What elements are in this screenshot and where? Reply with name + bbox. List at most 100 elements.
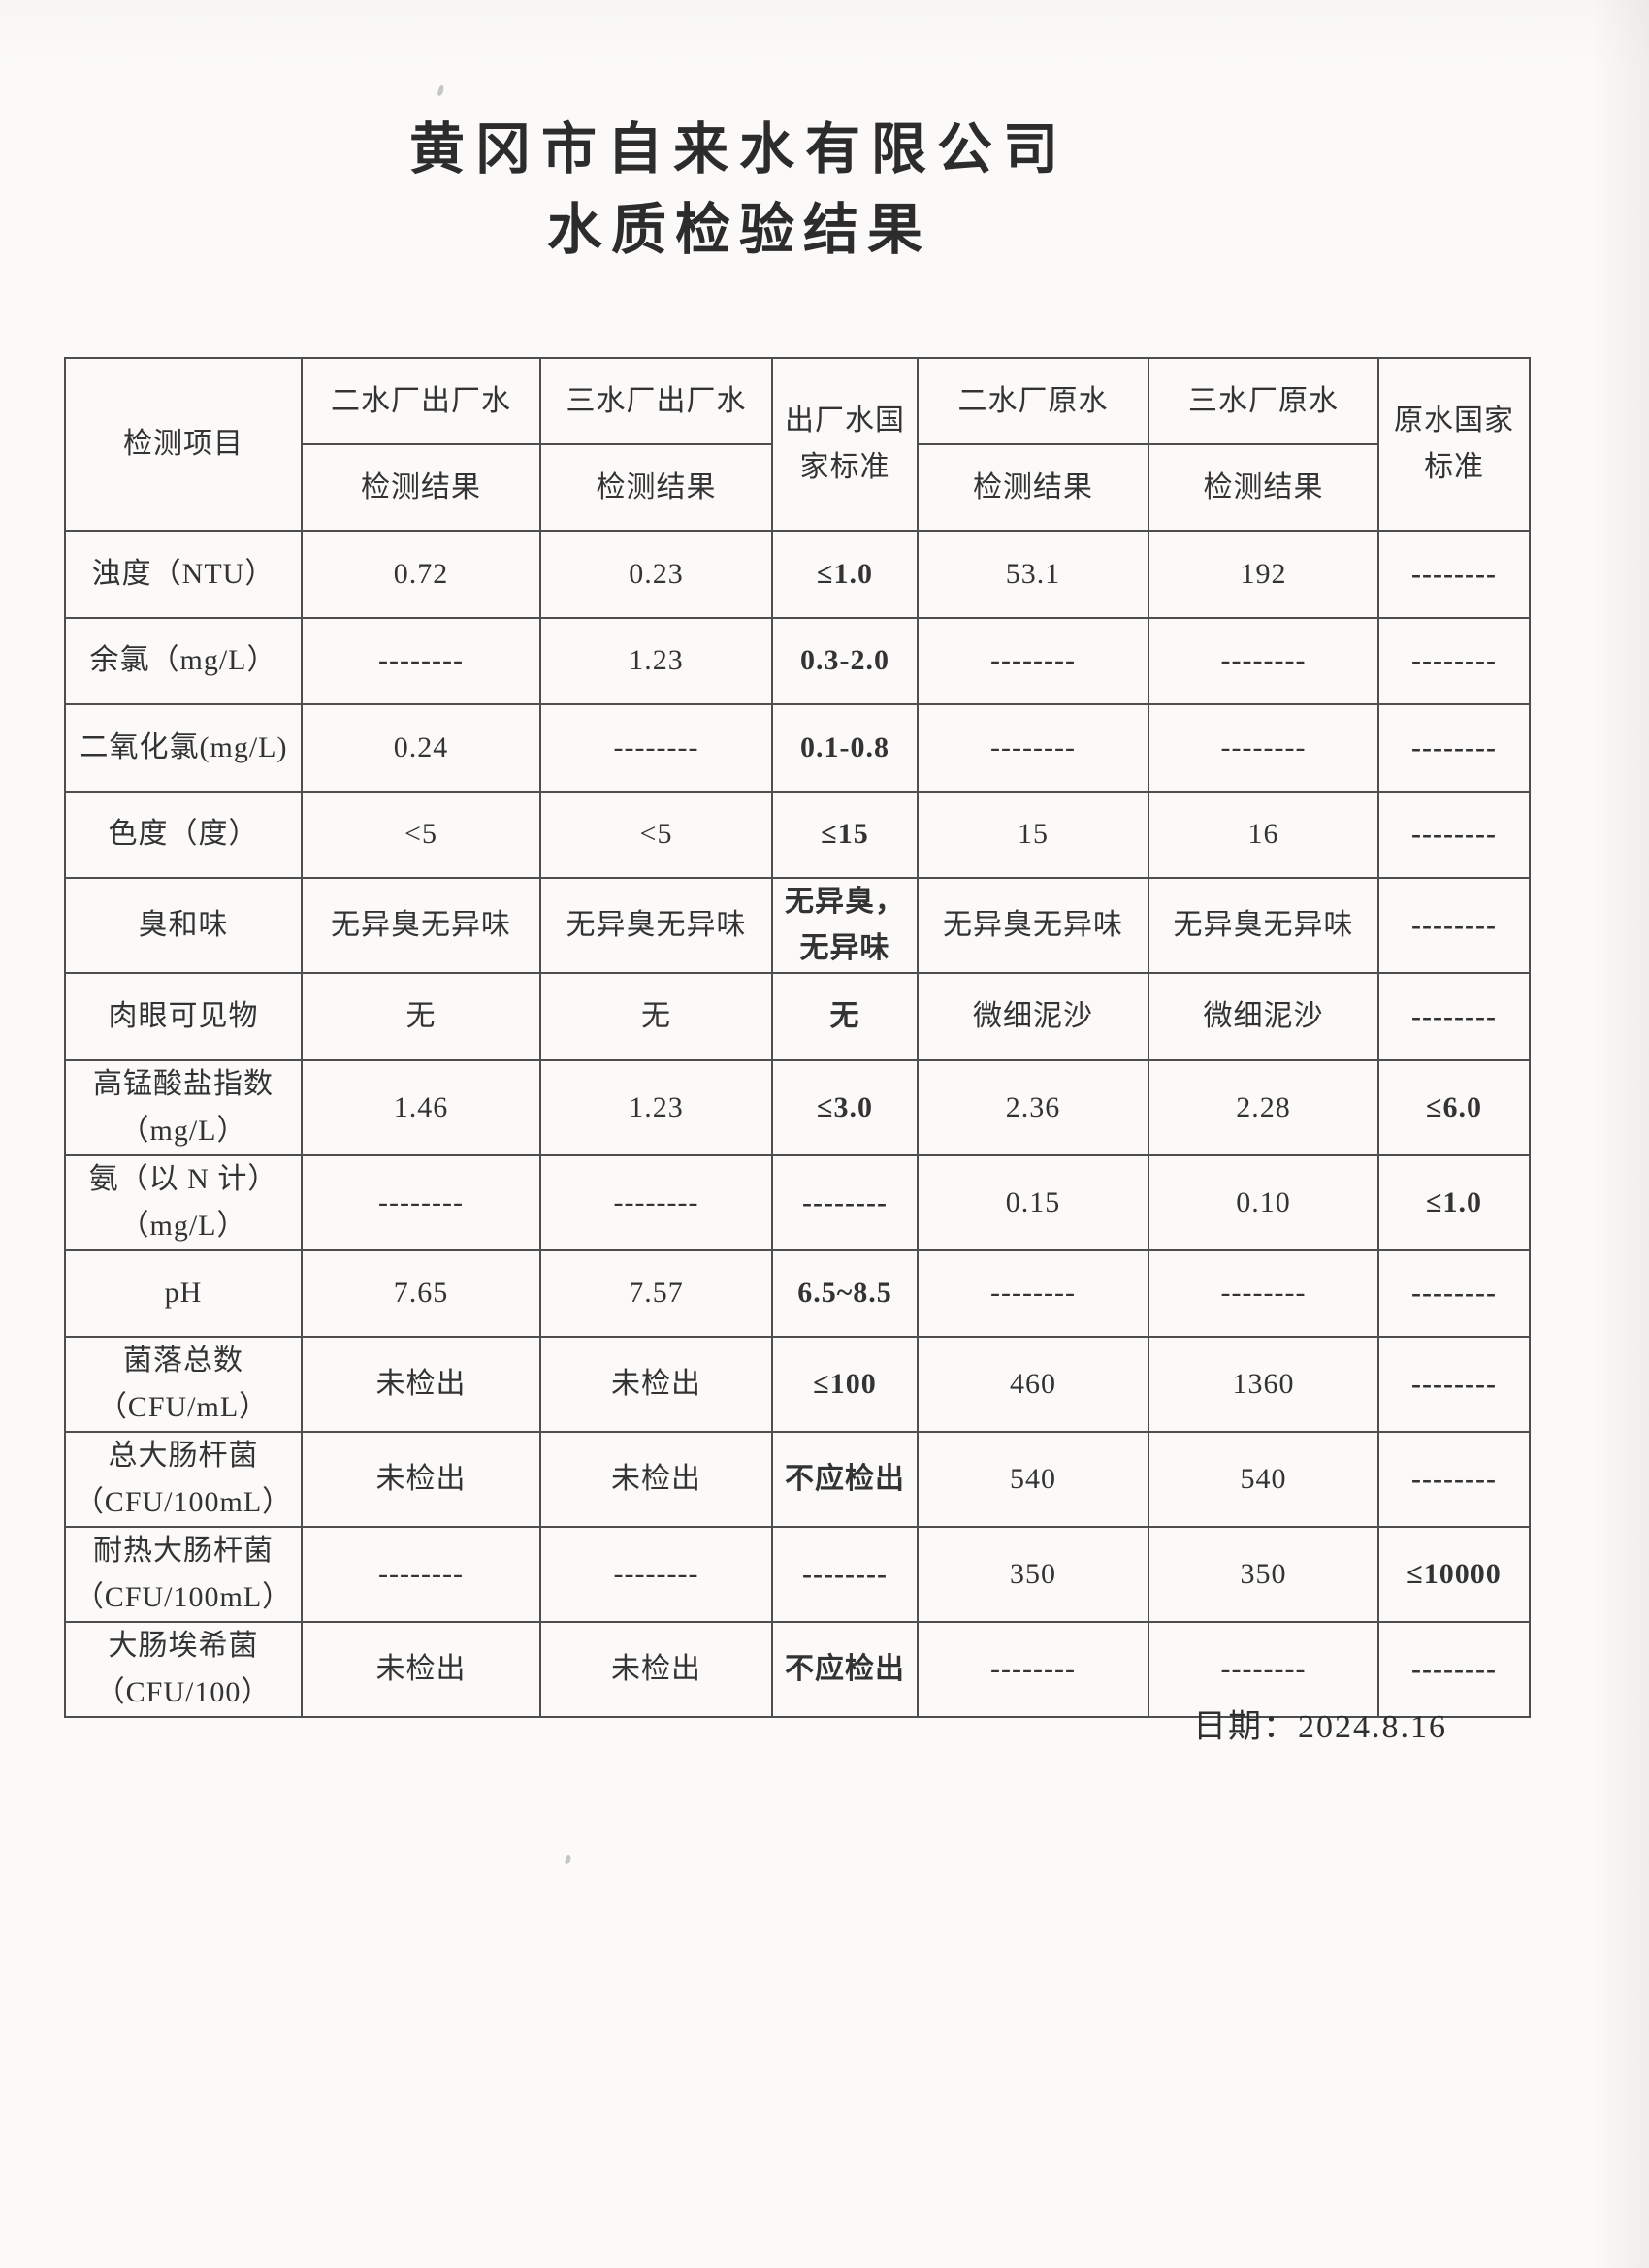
cell-plant2-raw: 2.36 xyxy=(917,1058,1149,1156)
cell-out-standard: 无异臭， 无异味 xyxy=(771,877,919,974)
cell-plant2-raw: 微细泥沙 xyxy=(917,972,1149,1061)
cell-plant3-raw: -------- xyxy=(1148,1621,1379,1718)
report-date: 日期：2024.8.16 xyxy=(1193,1709,1447,1745)
cell-plant2-raw: -------- xyxy=(917,616,1149,705)
cell-plant2-raw: 53.1 xyxy=(917,530,1149,619)
cell-plant2-raw: 460 xyxy=(917,1336,1149,1433)
cell-plant2-raw: 15 xyxy=(917,790,1149,879)
cell-plant3-raw: -------- xyxy=(1148,1248,1379,1338)
cell-plant3-out: 未检出 xyxy=(539,1431,773,1528)
company-title: 黄冈市自来水有限公司 xyxy=(409,118,1069,180)
cell-item: 浊度（NTU） xyxy=(64,530,303,619)
cell-plant3-raw: 16 xyxy=(1148,790,1379,879)
cell-plant3-raw: 192 xyxy=(1148,530,1379,619)
water-quality-results-table: 检测项目 二水厂出厂水 三水厂出厂水 出厂水国家标准 二水厂原水 三水厂原水 原… xyxy=(64,357,1531,1718)
cell-plant2-out: <5 xyxy=(301,790,541,879)
cell-plant3-raw: -------- xyxy=(1148,616,1379,705)
cell-out-standard: -------- xyxy=(771,1526,919,1623)
cell-raw-standard: -------- xyxy=(1377,703,1531,793)
cell-item: 菌落总数 （CFU/mL） xyxy=(64,1336,303,1433)
cell-plant3-out: 未检出 xyxy=(539,1336,773,1433)
document-title-block: 黄冈市自来水有限公司 水质检验结果 xyxy=(0,122,1478,258)
cell-plant2-raw: 350 xyxy=(917,1526,1149,1623)
table-row-turbidity: 浊度（NTU） 0.72 0.23 ≤1.0 53.1 192 -------- xyxy=(64,530,1531,619)
cell-plant3-out: 1.23 xyxy=(539,616,773,705)
cell-plant3-out: 0.23 xyxy=(539,530,773,619)
table-row-e-coli: 大肠埃希菌 （CFU/100） 未检出 未检出 不应检出 -------- --… xyxy=(64,1621,1531,1718)
cell-out-standard: ≤15 xyxy=(771,790,919,879)
cell-plant3-out: 未检出 xyxy=(539,1621,773,1718)
table-row-thermotolerant-coliform: 耐热大肠杆菌 （CFU/100mL） -------- -------- ---… xyxy=(64,1526,1531,1623)
cell-plant3-raw: 540 xyxy=(1148,1431,1379,1528)
cell-plant2-raw: 0.15 xyxy=(917,1153,1149,1251)
header-plant2-finished-water: 二水厂出厂水 xyxy=(301,357,541,445)
table-row-ph: pH 7.65 7.57 6.5~8.5 -------- -------- -… xyxy=(64,1248,1531,1338)
cell-item: 臭和味 xyxy=(64,877,303,974)
header-plant2-out-result: 检测结果 xyxy=(301,443,541,532)
cell-plant3-out: <5 xyxy=(539,790,773,879)
cell-out-standard: 不应检出 xyxy=(771,1431,919,1528)
cell-item: 大肠埃希菌 （CFU/100） xyxy=(64,1621,303,1718)
cell-plant2-out: -------- xyxy=(301,616,541,705)
table-row-color: 色度（度） <5 <5 ≤15 15 16 -------- xyxy=(64,790,1531,879)
cell-raw-standard: -------- xyxy=(1377,790,1531,879)
cell-plant3-out: -------- xyxy=(539,1153,773,1251)
cell-plant2-out: 未检出 xyxy=(301,1336,541,1433)
cell-item: 耐热大肠杆菌 （CFU/100mL） xyxy=(64,1526,303,1623)
table-row-total-coliform: 总大肠杆菌 （CFU/100mL） 未检出 未检出 不应检出 540 540 -… xyxy=(64,1431,1531,1528)
cell-plant2-out: 7.65 xyxy=(301,1248,541,1338)
cell-out-standard: ≤1.0 xyxy=(771,530,919,619)
cell-plant3-raw: -------- xyxy=(1148,703,1379,793)
cell-item: 总大肠杆菌 （CFU/100mL） xyxy=(64,1431,303,1528)
header-row-top: 检测项目 二水厂出厂水 三水厂出厂水 出厂水国家标准 二水厂原水 三水厂原水 原… xyxy=(64,357,1531,532)
cell-plant2-raw: -------- xyxy=(917,1621,1149,1718)
cell-out-standard: ≤100 xyxy=(771,1336,919,1433)
cell-plant2-out: 无 xyxy=(301,972,541,1061)
cell-raw-standard: -------- xyxy=(1377,972,1531,1061)
header-item-column: 检测项目 xyxy=(64,357,303,532)
header-plant3-raw-result: 检测结果 xyxy=(1148,443,1379,532)
cell-plant3-raw: 350 xyxy=(1148,1526,1379,1623)
cell-item: 肉眼可见物 xyxy=(64,972,303,1061)
header-plant3-finished-water: 三水厂出厂水 xyxy=(539,357,773,445)
header-raw-water-national-standard: 原水国家标准 xyxy=(1377,357,1531,532)
cell-plant3-raw: 0.10 xyxy=(1148,1153,1379,1251)
table-row-odor-taste: 臭和味 无异臭无异味 无异臭无异味 无异臭， 无异味 无异臭无异味 无异臭无异味… xyxy=(64,877,1531,974)
cell-out-standard: 6.5~8.5 xyxy=(771,1248,919,1338)
cell-plant2-out: 无异臭无异味 xyxy=(301,877,541,974)
cell-item: pH xyxy=(64,1248,303,1338)
cell-item: 余氯（mg/L） xyxy=(64,616,303,705)
cell-plant3-raw: 2.28 xyxy=(1148,1058,1379,1156)
cell-plant2-out: 未检出 xyxy=(301,1621,541,1718)
cell-out-standard: 无 xyxy=(771,972,919,1061)
cell-plant3-out: 7.57 xyxy=(539,1248,773,1338)
cell-raw-standard: ≤10000 xyxy=(1377,1526,1531,1623)
table-row-permanganate-index: 高锰酸盐指数 （mg/L） 1.46 1.23 ≤3.0 2.36 2.28 ≤… xyxy=(64,1058,1531,1156)
cell-item: 二氧化氯(mg/L) xyxy=(64,703,303,793)
cell-plant2-raw: -------- xyxy=(917,703,1149,793)
cell-out-standard: ≤3.0 xyxy=(771,1058,919,1156)
header-finished-water-national-standard: 出厂水国家标准 xyxy=(771,357,919,532)
table-row-visible-matter: 肉眼可见物 无 无 无 微细泥沙 微细泥沙 -------- xyxy=(64,972,1531,1061)
cell-raw-standard: -------- xyxy=(1377,877,1531,974)
table-row-ammonia: 氨（以 N 计） （mg/L） -------- -------- ------… xyxy=(64,1153,1531,1251)
table-row-chlorine-dioxide: 二氧化氯(mg/L) 0.24 -------- 0.1-0.8 -------… xyxy=(64,703,1531,793)
cell-plant2-out: 0.72 xyxy=(301,530,541,619)
cell-plant3-raw: 无异臭无异味 xyxy=(1148,877,1379,974)
header-row-bottom: 检测结果 检测结果 检测结果 检测结果 xyxy=(65,443,1530,532)
table-row-colony-count: 菌落总数 （CFU/mL） 未检出 未检出 ≤100 460 1360 ----… xyxy=(64,1336,1531,1433)
cell-raw-standard: -------- xyxy=(1377,530,1531,619)
cell-plant2-out: -------- xyxy=(301,1526,541,1623)
report-title: 水质检验结果 xyxy=(547,199,931,261)
cell-plant2-out: 未检出 xyxy=(301,1431,541,1528)
scan-speck-top xyxy=(436,84,445,97)
cell-raw-standard: -------- xyxy=(1377,616,1531,705)
cell-plant3-out: -------- xyxy=(539,703,773,793)
cell-plant2-out: 1.46 xyxy=(301,1058,541,1156)
cell-plant3-out: -------- xyxy=(539,1526,773,1623)
cell-plant2-raw: 无异臭无异味 xyxy=(917,877,1149,974)
cell-plant2-out: 0.24 xyxy=(301,703,541,793)
table-row-residual-chlorine: 余氯（mg/L） -------- 1.23 0.3-2.0 -------- … xyxy=(64,616,1531,705)
cell-out-standard: 不应检出 xyxy=(771,1621,919,1718)
